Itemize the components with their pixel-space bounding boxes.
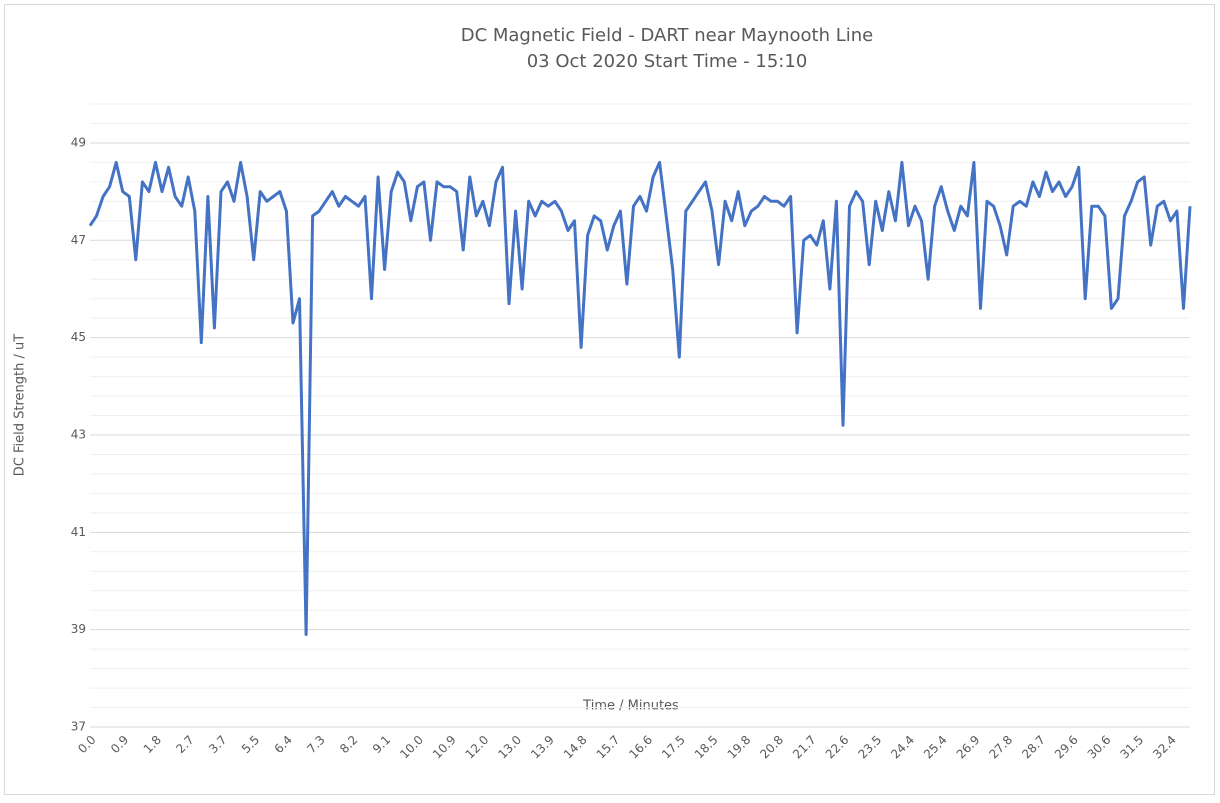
y-tick-label: 43	[71, 427, 86, 441]
y-tick-label: 39	[71, 622, 86, 636]
chart-subtitle: 03 Oct 2020 Start Time - 15:10	[527, 51, 808, 72]
y-axis-title: DC Field Strength / uT	[13, 334, 28, 476]
y-tick-label: 47	[71, 233, 86, 247]
y-tick-label: 37	[71, 720, 86, 734]
chart-title: DC Magnetic Field - DART near Maynooth L…	[461, 25, 874, 46]
data-line	[88, 160, 1192, 636]
chart-frame	[4, 4, 1215, 795]
y-tick-label: 41	[71, 525, 86, 539]
y-tick-label: 49	[71, 135, 86, 149]
y-tick-label: 45	[71, 330, 86, 344]
x-axis-title: Time / Minutes	[582, 699, 679, 714]
